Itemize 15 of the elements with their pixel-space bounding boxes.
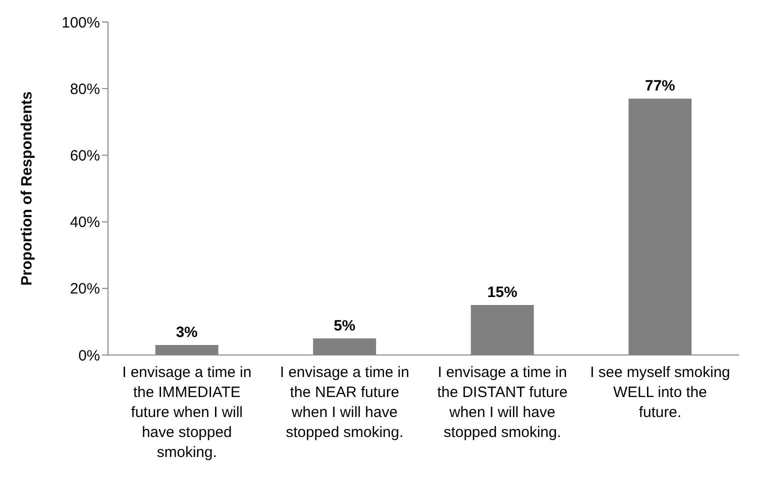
- data-label: 15%: [487, 284, 518, 302]
- x-tick-label: I envisage a time in the IMMEDIATE future when I will have stopped smoking.: [122, 364, 252, 461]
- data-label: 5%: [334, 317, 356, 334]
- data-label: 77%: [645, 78, 676, 95]
- y-tick-label: 100%: [62, 14, 100, 32]
- y-tick-label: 80%: [70, 80, 100, 98]
- x-tick-label: I envisage a time in the NEAR future when I will have stopped smoking.: [280, 364, 410, 441]
- y-axis-title: Proportion of Respondents: [18, 91, 36, 286]
- data-label: 3%: [176, 324, 198, 342]
- x-tick-label: I envisage a time in the DISTANT future when I will have stopped smoking.: [437, 364, 568, 441]
- y-tick-label: 20%: [70, 280, 100, 298]
- y-tick-label: 0%: [78, 347, 100, 364]
- y-tick-label: 60%: [70, 148, 100, 165]
- x-tick-label: I see myself smoking WELL into the future.: [590, 364, 730, 421]
- y-tick-label: 40%: [70, 214, 100, 232]
